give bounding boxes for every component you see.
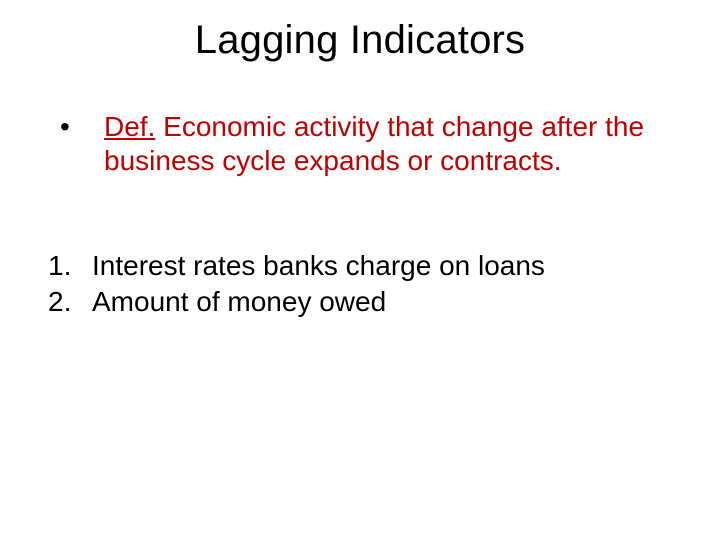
slide-title: Lagging Indicators bbox=[0, 18, 720, 63]
bullet-icon: • bbox=[60, 110, 96, 144]
definition-body: Economic activity that change after the … bbox=[104, 111, 644, 176]
list-number: 1. bbox=[48, 248, 92, 284]
definition-label: Def. bbox=[104, 111, 155, 142]
definition-row: • Def. Economic activity that change aft… bbox=[60, 110, 660, 178]
list-number: 2. bbox=[48, 284, 92, 320]
list-text: Interest rates banks charge on loans bbox=[92, 248, 668, 284]
definition-text: Def. Economic activity that change after… bbox=[96, 110, 660, 178]
list-text: Amount of money owed bbox=[92, 284, 668, 320]
slide: Lagging Indicators • Def. Economic activ… bbox=[0, 0, 720, 540]
list-item: 2. Amount of money owed bbox=[48, 284, 668, 320]
numbered-list: 1. Interest rates banks charge on loans … bbox=[48, 248, 668, 321]
list-item: 1. Interest rates banks charge on loans bbox=[48, 248, 668, 284]
definition-block: • Def. Economic activity that change aft… bbox=[60, 110, 660, 178]
